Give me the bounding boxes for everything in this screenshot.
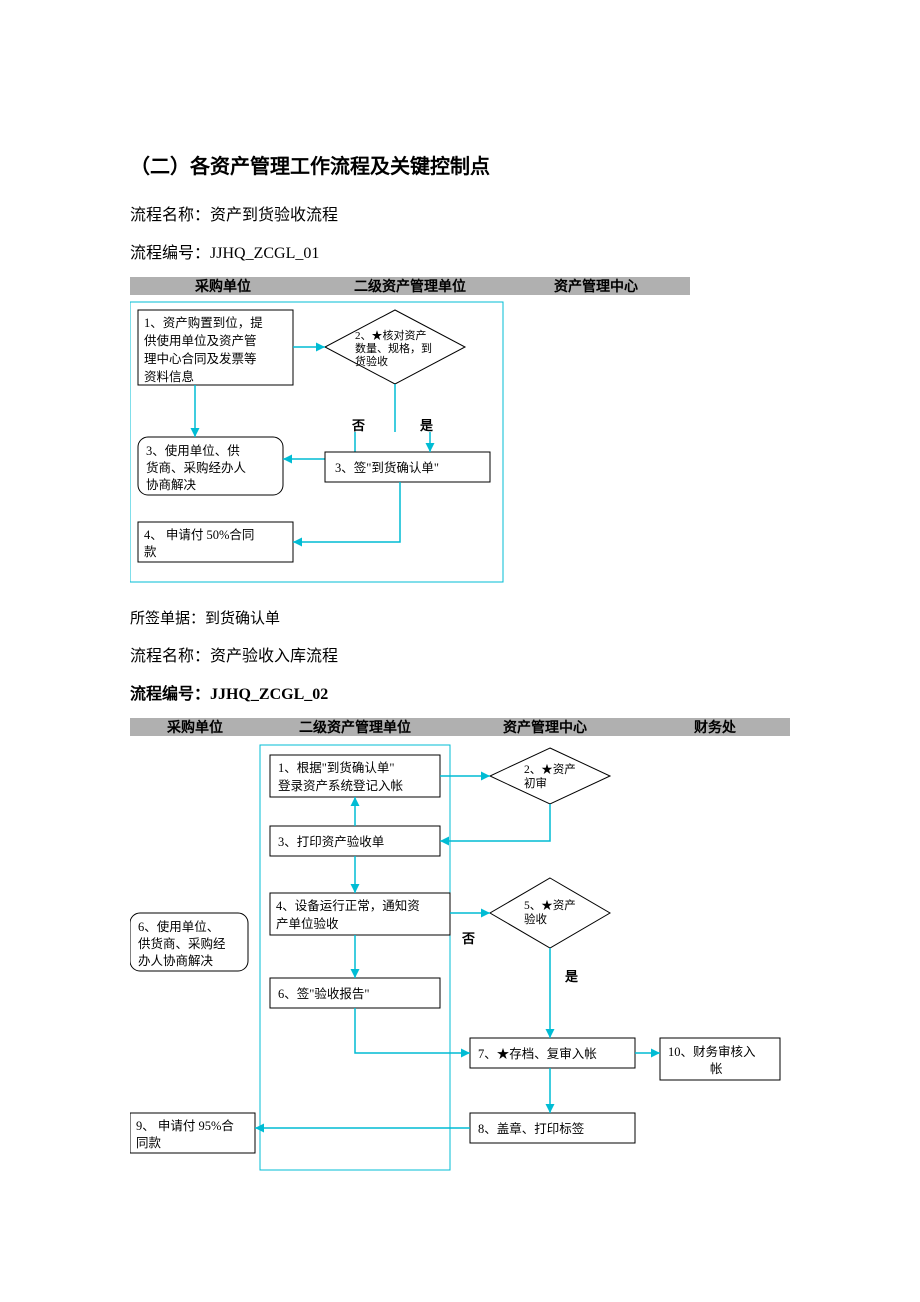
f2-no-label: 否: [461, 931, 475, 946]
f1-n3-t1: 3、使用单位、供: [146, 443, 240, 458]
f2-r6-t3: 办人协商解决: [138, 953, 214, 968]
f2-h2-label: 二级资产管理单位: [299, 719, 411, 736]
f1-node1-text4: 资料信息: [144, 369, 194, 384]
f1-dec-t2: 数量、规格，到: [355, 341, 432, 355]
f2-n4-t2: 产单位验收: [276, 916, 339, 931]
f2-yes-label: 是: [564, 969, 579, 984]
flow1-diagram: 采购单位 二级资产管理单位 资产管理中心 1、资产购置到位，提 供使用单位及资产…: [130, 277, 690, 587]
f2-d2-t1: 2、★资产: [524, 762, 576, 776]
f2-n6b-t1: 6、签"验收报告": [278, 986, 369, 1001]
f1-dec-t3: 货验收: [355, 354, 388, 368]
f2-n10-t1: 10、财务审核入: [668, 1044, 756, 1059]
f1-n4-t1: 4、 申请付 50%合同: [144, 527, 254, 542]
f2-d5: [490, 878, 610, 948]
f2-n8-t1: 8、盖章、打印标签: [478, 1121, 585, 1136]
page: （二）各资产管理工作流程及关键控制点 流程名称：资产到货验收流程 流程编号：JJ…: [0, 0, 920, 1213]
f2-d5-t2: 验收: [524, 912, 547, 926]
f1-n3-t2: 货商、采购经办人: [146, 460, 247, 475]
f1-header-2-label: 二级资产管理单位: [354, 278, 466, 295]
f1-conn-3b-4: [293, 482, 400, 542]
f1-node1-text2: 供使用单位及资产管: [144, 333, 257, 348]
f1-n3-t3: 协商解决: [146, 477, 197, 492]
f1-header-1-label: 采购单位: [194, 278, 251, 295]
f2-n9-t2: 同款: [136, 1136, 162, 1150]
f1-header-3-label: 资产管理中心: [554, 278, 638, 295]
f2-h1-label: 采购单位: [166, 719, 223, 736]
flow1-name: 流程名称：资产到货验收流程: [130, 201, 790, 225]
f2-n1-t2: 登录资产系统登记入帐: [278, 778, 404, 793]
f1-node1-text1: 1、资产购置到位，提: [144, 315, 263, 330]
f2-n9-t1: 9、 申请付 95%合: [136, 1118, 234, 1133]
f2-n1-t1: 1、根据"到货确认单": [278, 760, 394, 775]
f2-d5-t1: 5、★资产: [524, 898, 576, 912]
flow2-diagram: 采购单位 二级资产管理单位 资产管理中心 财务处 1、根据"到货确认单" 登录资…: [130, 718, 790, 1173]
f2-n3-t1: 3、打印资产验收单: [278, 834, 384, 849]
f1-node1-text3: 理中心合同及发票等: [144, 351, 257, 366]
f2-r6-t1: 6、使用单位、: [138, 919, 219, 934]
flow2-code: 流程编号：JJHQ_ZCGL_02: [130, 680, 790, 704]
f2-n7-t1: 7、★存档、复审入帐: [478, 1046, 597, 1061]
flow2-name: 流程名称：资产验收入库流程: [130, 642, 790, 666]
f2-h3-label: 资产管理中心: [503, 719, 587, 736]
f2-d2: [490, 748, 610, 804]
f2-c-2-3: [440, 804, 550, 841]
flow1-footer: 所签单据：到货确认单: [130, 607, 790, 628]
f2-h4-label: 财务处: [693, 719, 737, 736]
f2-d2-t2: 初审: [524, 776, 547, 790]
f1-no-label: 否: [351, 418, 365, 433]
f2-n4-t1: 4、设备运行正常，通知资: [276, 898, 420, 913]
f2-c-6b-7: [355, 1008, 470, 1053]
flow1-code: 流程编号：JJHQ_ZCGL_01: [130, 239, 790, 263]
f1-dec-t1: 2、★核对资产: [355, 328, 427, 342]
f2-r6-t2: 供货商、采购经: [138, 936, 226, 951]
f2-n10-t2: 帐: [710, 1061, 723, 1076]
f1-n3b-t1: 3、签"到货确认单": [335, 460, 439, 475]
section-title: （二）各资产管理工作流程及关键控制点: [130, 150, 790, 179]
f1-n4-t2: 款: [144, 545, 157, 559]
f1-yes-label: 是: [419, 418, 434, 433]
